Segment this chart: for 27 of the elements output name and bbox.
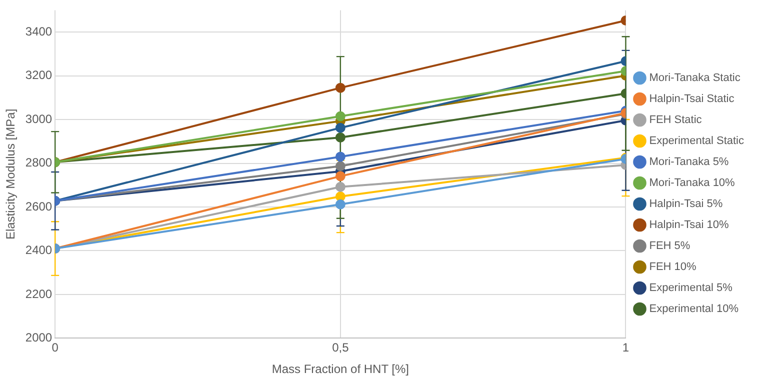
- y-tick-label: 2400: [25, 243, 52, 258]
- x-tick-label: 0,5: [332, 340, 350, 355]
- legend-label: FEH Static: [649, 114, 702, 126]
- y-tick-label: 2200: [25, 286, 52, 301]
- legend-label: Halpin-Tsai 10%: [649, 219, 729, 232]
- x-tick-label: 1: [622, 340, 630, 355]
- point: [335, 192, 346, 202]
- point: [335, 161, 346, 172]
- legend-label: FEH 5%: [649, 240, 690, 252]
- y-tick-label: 3200: [25, 68, 52, 82]
- y-tick-label: 2600: [25, 199, 52, 214]
- y-tick-label: 3000: [25, 112, 52, 126]
- y-axis-title: Elasticity Modulus [MPa]: [4, 108, 18, 240]
- y-tick-label: 3400: [25, 24, 52, 38]
- y-tick-label: 2000: [25, 330, 52, 345]
- legend-label: Halpin-Tsai Static: [649, 93, 735, 106]
- legend-label: Experimental 5%: [649, 282, 733, 294]
- legend-label: FEH 10%: [649, 261, 697, 274]
- legend-label: Mori-Tanaka Static: [649, 72, 741, 84]
- x-tick-label: 0: [52, 340, 59, 355]
- legend-label: Experimental 10%: [649, 303, 739, 316]
- legend-label: Mori-Tanaka 5%: [649, 156, 729, 168]
- legend-label: Experimental Static: [649, 135, 744, 148]
- legend-label: Halpin-Tsai 5%: [649, 198, 723, 210]
- y-tick-label: 2800: [25, 156, 52, 170]
- x-axis-title: Mass Fraction of HNT [%]: [272, 362, 409, 376]
- legend-label: Mori-Tanaka 10%: [649, 177, 736, 190]
